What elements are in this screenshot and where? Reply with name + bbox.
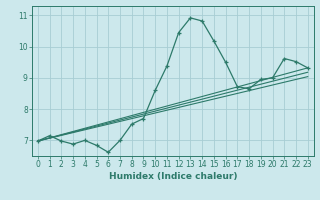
X-axis label: Humidex (Indice chaleur): Humidex (Indice chaleur) [108,172,237,181]
